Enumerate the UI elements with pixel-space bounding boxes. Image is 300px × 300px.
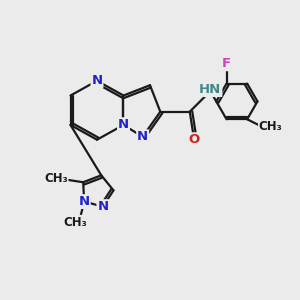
Text: N: N [118, 118, 129, 131]
Text: O: O [188, 133, 200, 146]
Text: N: N [137, 130, 148, 143]
Text: HN: HN [199, 83, 221, 96]
Text: CH₃: CH₃ [44, 172, 68, 185]
Text: N: N [92, 74, 103, 87]
Text: CH₃: CH₃ [259, 120, 283, 133]
Text: F: F [222, 57, 231, 70]
Text: N: N [118, 118, 129, 131]
Text: N: N [97, 200, 109, 213]
Text: N: N [79, 195, 90, 208]
Text: CH₃: CH₃ [64, 216, 87, 229]
